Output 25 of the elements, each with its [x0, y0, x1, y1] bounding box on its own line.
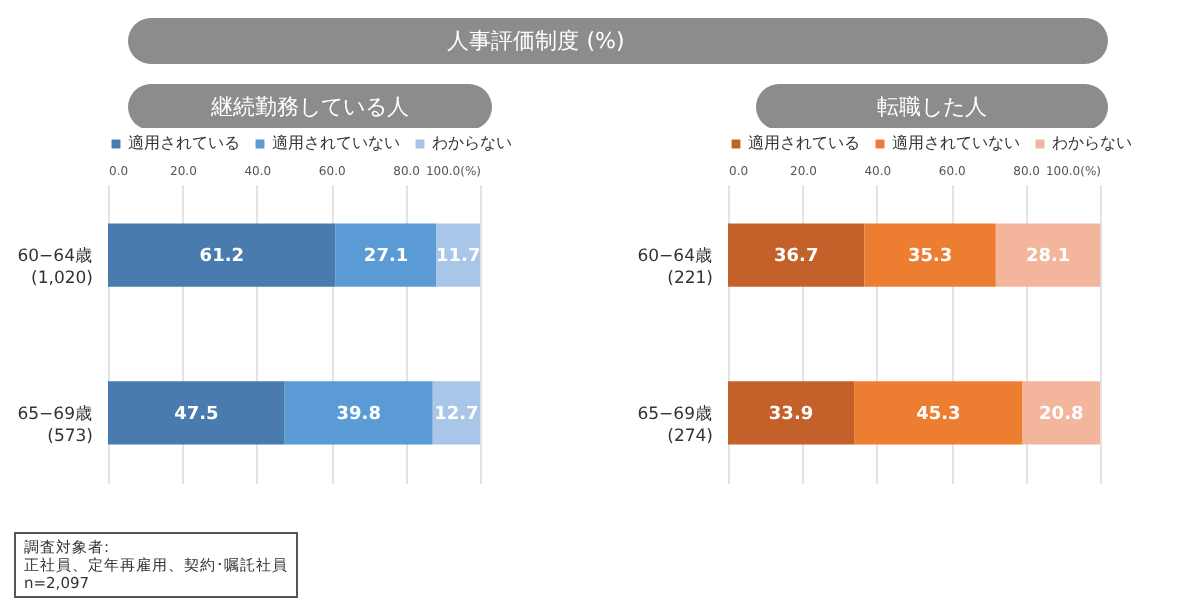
legend-label: 適用されている [128, 134, 240, 152]
chart-subtitle: 継続勤務している人 [128, 84, 492, 130]
text: 人事評価制度 (%) [128, 18, 1108, 64]
data-label: 11.7 [436, 247, 481, 268]
data-label: 20.8 [1039, 404, 1084, 425]
chart-subtitle: 転職した人 [756, 84, 1108, 130]
data-label: 39.8 [336, 404, 381, 425]
data-label: 45.3 [916, 404, 961, 425]
y-tick-label: 60−64歳 (221) [637, 245, 713, 290]
data-label: 12.7 [434, 404, 479, 425]
legend-label: 適用されていない [892, 134, 1020, 152]
legend-label: 適用されている [748, 134, 860, 152]
data-label: 35.3 [907, 247, 953, 268]
data-label: 36.7 [774, 247, 819, 268]
y-tick-label: 65−69歳 (573) [17, 402, 93, 447]
data-label: 33.9 [768, 404, 814, 425]
data-label: 47.5 [174, 404, 219, 425]
data-label: 28.1 [1025, 247, 1071, 268]
legend-label: わからない [432, 134, 512, 152]
y-tick-label: 65−69歳 (274) [637, 402, 713, 447]
data-label: 61.2 [199, 247, 245, 268]
legend-label: 適用されていない [272, 134, 400, 152]
data-label: 27.1 [363, 247, 409, 268]
y-tick-label: 60−64歳 (1,020) [17, 245, 93, 290]
legend-label: わからない [1052, 134, 1132, 152]
